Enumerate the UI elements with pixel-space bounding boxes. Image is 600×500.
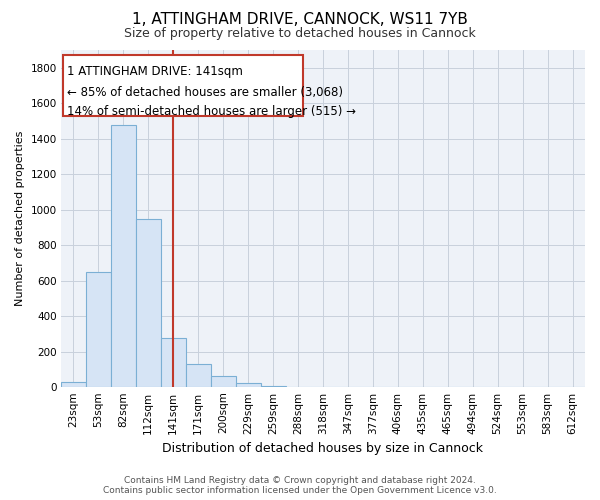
Text: 14% of semi-detached houses are larger (515) →: 14% of semi-detached houses are larger (…: [67, 105, 356, 118]
Bar: [136, 218, 161, 388]
Bar: [236, 384, 260, 388]
Bar: [186, 364, 211, 388]
Text: 1, ATTINGHAM DRIVE, CANNOCK, WS11 7YB: 1, ATTINGHAM DRIVE, CANNOCK, WS11 7YB: [132, 12, 468, 28]
X-axis label: Distribution of detached houses by size in Cannock: Distribution of detached houses by size …: [163, 442, 484, 455]
Text: 1 ATTINGHAM DRIVE: 141sqm: 1 ATTINGHAM DRIVE: 141sqm: [67, 65, 243, 78]
Bar: [86, 272, 111, 388]
Text: Contains HM Land Registry data © Crown copyright and database right 2024.
Contai: Contains HM Land Registry data © Crown c…: [103, 476, 497, 495]
Text: ← 85% of detached houses are smaller (3,068): ← 85% of detached houses are smaller (3,…: [67, 86, 343, 98]
Bar: [111, 124, 136, 388]
Bar: [211, 376, 236, 388]
FancyBboxPatch shape: [64, 56, 303, 116]
Text: Size of property relative to detached houses in Cannock: Size of property relative to detached ho…: [124, 28, 476, 40]
Bar: [161, 338, 186, 388]
Y-axis label: Number of detached properties: Number of detached properties: [15, 131, 25, 306]
Bar: [61, 382, 86, 388]
Bar: [286, 387, 311, 388]
Bar: [260, 386, 286, 388]
